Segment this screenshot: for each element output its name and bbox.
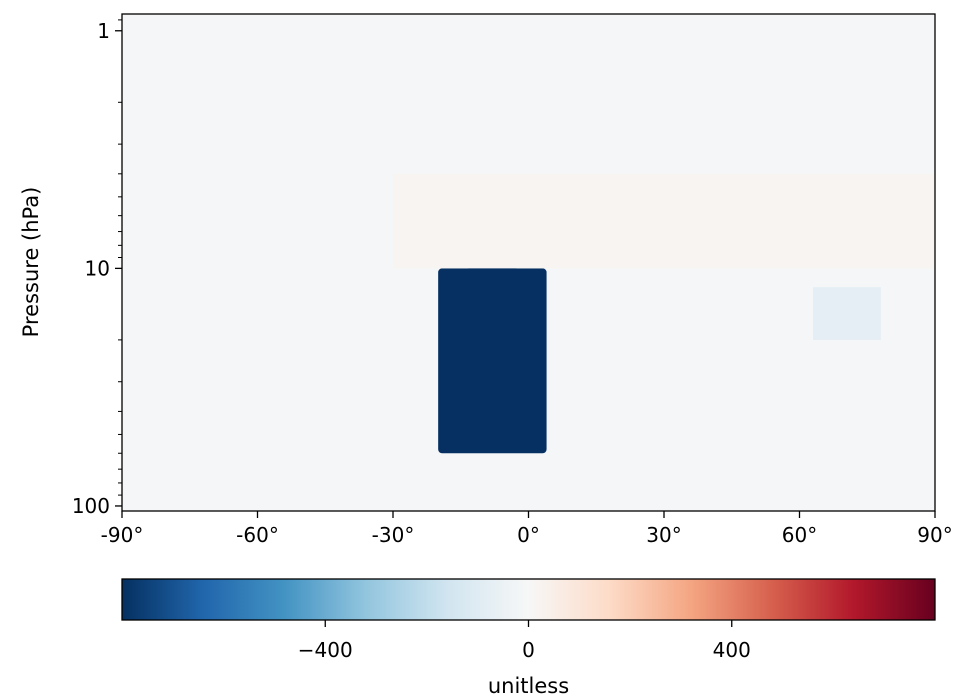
heatmap-feature — [438, 268, 547, 454]
colorbar-tick-label: 400 — [713, 638, 751, 662]
x-axis: -90° -60° -30° 0° 30° 60° 90° — [101, 511, 953, 547]
x-tick-label: 30° — [646, 523, 681, 547]
y-tick-label: 1 — [97, 19, 110, 43]
colorbar: −400 0 400 unitless — [121, 578, 936, 698]
colorbar-tick-label: −400 — [298, 638, 353, 662]
heatmap-feature — [813, 287, 881, 340]
x-tick-label: -30° — [372, 523, 415, 547]
y-tick-label: 10 — [85, 256, 110, 280]
x-tick-label: 0° — [517, 523, 540, 547]
colorbar-ticks: −400 0 400 — [298, 620, 751, 662]
heatmap-cells — [393, 173, 935, 454]
heatmap-feature — [393, 173, 935, 269]
colorbar-tick-label: 0 — [522, 638, 535, 662]
y-axis: 1 10 100 — [72, 19, 122, 518]
colorbar-label: unitless — [488, 674, 569, 698]
plot-area — [121, 13, 936, 512]
colorbar-gradient — [121, 578, 936, 621]
x-tick-label: -60° — [236, 523, 279, 547]
x-tick-label: -90° — [101, 523, 144, 547]
x-tick-label: 60° — [782, 523, 817, 547]
y-axis-label: Pressure (hPa) — [19, 187, 43, 338]
x-tick-label: 90° — [917, 523, 952, 547]
y-tick-label: 100 — [72, 494, 110, 518]
